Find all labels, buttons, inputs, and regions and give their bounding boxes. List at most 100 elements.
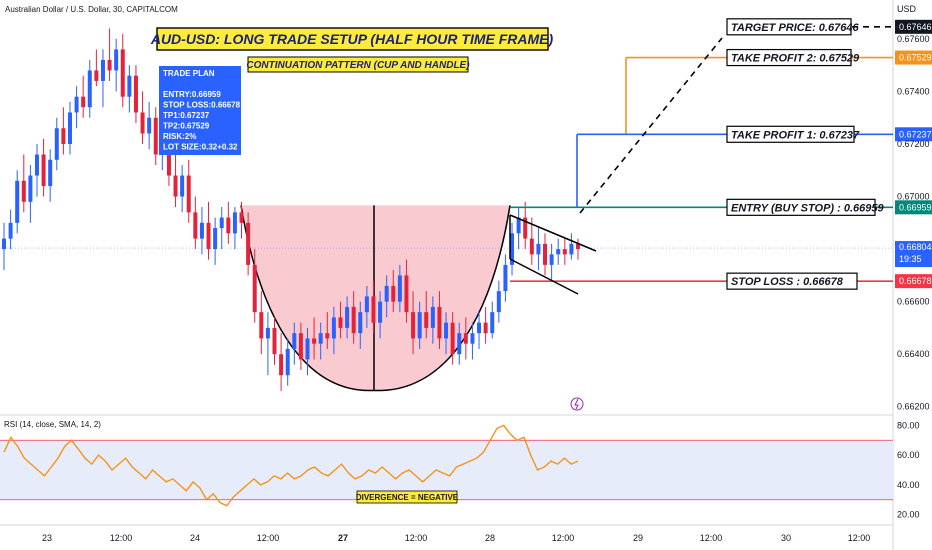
candle-body bbox=[100, 59, 105, 81]
candle-body bbox=[265, 327, 270, 339]
candle-body bbox=[206, 222, 211, 250]
candle-body bbox=[312, 338, 317, 344]
stop-price-tag-text: 0.66678 bbox=[899, 276, 932, 286]
rsi-label: RSI (14, close, SMA, 14, 2) bbox=[4, 420, 101, 429]
handle-channel bbox=[509, 214, 597, 295]
candle-body bbox=[48, 159, 53, 187]
time-tick: 29 bbox=[633, 533, 643, 543]
candle-body bbox=[292, 333, 297, 349]
candle-body bbox=[463, 333, 468, 344]
tp1-label: TAKE PROFIT 1: 0.67237 bbox=[731, 129, 860, 141]
candles bbox=[2, 28, 580, 391]
candle-body bbox=[325, 333, 330, 339]
candle-body bbox=[345, 306, 350, 328]
candle-body bbox=[232, 212, 237, 234]
candle-body bbox=[569, 243, 574, 255]
candle-body bbox=[364, 296, 369, 313]
trade-plan-line: TP2:0.67529 bbox=[163, 122, 210, 131]
candle-body bbox=[529, 238, 534, 255]
trade-plan-line: TRADE PLAN bbox=[163, 69, 215, 78]
candle-body bbox=[173, 175, 178, 197]
candle-body bbox=[61, 128, 66, 144]
candle-body bbox=[437, 306, 442, 339]
candle-body bbox=[562, 249, 567, 255]
candle-body bbox=[279, 354, 284, 376]
candle-body bbox=[470, 333, 475, 344]
stop-label: STOP LOSS : 0.66678 bbox=[731, 276, 844, 288]
candle-body bbox=[153, 117, 158, 155]
candle-body bbox=[338, 317, 343, 328]
countdown: 19:35 bbox=[899, 254, 922, 264]
candle-body bbox=[15, 180, 20, 223]
rsi-band bbox=[0, 440, 893, 500]
time-tick: 28 bbox=[485, 533, 495, 543]
candle-body bbox=[219, 217, 224, 229]
candle-body bbox=[114, 49, 119, 71]
tp2-label: TAKE PROFIT 2: 0.67529 bbox=[731, 53, 860, 65]
tp1-label-box bbox=[726, 125, 855, 143]
candle-body bbox=[450, 322, 455, 355]
candle-body bbox=[193, 212, 198, 239]
price-axis[interactable]: 0.676000.674000.672000.670000.668000.666… bbox=[897, 34, 930, 412]
candle-body bbox=[272, 327, 277, 355]
trade-plan-line: ENTRY:0.66959 bbox=[163, 90, 221, 99]
trade-plan-line: LOT SIZE:0.32+0.32 bbox=[163, 143, 238, 152]
candle-body bbox=[81, 96, 86, 108]
candle-body bbox=[107, 59, 112, 71]
time-axis[interactable]: 23 12:00 24 12:00 27 12:00 28 12:00 29 12:00 30 12:… bbox=[42, 533, 870, 543]
main-title-box bbox=[156, 27, 549, 51]
candle-body bbox=[384, 285, 389, 302]
trade-plan-line: RISK:2% bbox=[163, 132, 196, 141]
candle-body bbox=[430, 306, 435, 328]
candle-body bbox=[424, 312, 429, 328]
candle-body bbox=[477, 322, 482, 334]
price-tick: 0.67400 bbox=[897, 86, 930, 96]
time-tick: 23 bbox=[42, 533, 52, 543]
stop-label-box bbox=[726, 272, 858, 290]
tp2-label-box bbox=[726, 48, 852, 67]
candle-body bbox=[523, 217, 528, 239]
trade-plan-box bbox=[159, 66, 241, 155]
price-tick: 0.66400 bbox=[897, 349, 930, 359]
candle-body bbox=[536, 243, 541, 255]
time-tick: 12:00 bbox=[848, 533, 871, 543]
current-price-value: 0.66804 bbox=[899, 242, 932, 252]
candle-body bbox=[34, 154, 39, 176]
candle-body bbox=[259, 312, 264, 339]
candle-body bbox=[549, 254, 554, 265]
candle-body bbox=[226, 217, 231, 234]
candle-body bbox=[404, 275, 409, 313]
divergence-box bbox=[356, 490, 458, 504]
candle-body bbox=[510, 233, 515, 265]
projection-line bbox=[579, 37, 723, 214]
handle-upper-trendline bbox=[509, 214, 597, 252]
candle-body bbox=[576, 243, 580, 250]
candle-body bbox=[41, 154, 46, 187]
candle-body bbox=[358, 312, 363, 334]
candle-body bbox=[556, 249, 561, 255]
candle-body bbox=[180, 175, 185, 197]
candle-body bbox=[305, 338, 310, 360]
candle-body bbox=[285, 348, 290, 376]
trade-plan-text: TRADE PLAN ENTRY:0.66959 STOP LOSS:0.66678… bbox=[163, 69, 241, 152]
tp1-price-tag bbox=[895, 127, 932, 142]
price-tick: 0.67200 bbox=[897, 139, 930, 149]
candle-body bbox=[94, 70, 99, 81]
price-tick: 0.66200 bbox=[897, 402, 930, 412]
rsi-axis[interactable]: 80.00 60.00 40.00 20.00 bbox=[897, 420, 920, 519]
candle-body bbox=[298, 333, 303, 360]
price-tick: 0.67000 bbox=[897, 192, 930, 202]
symbol-title: Australian Dollar / U.S. Dollar, 30, CAP… bbox=[5, 5, 178, 14]
time-tick: 12:00 bbox=[552, 533, 575, 543]
entry-label: ENTRY (BUY STOP) : 0.66959 bbox=[731, 202, 885, 214]
rsi-tick: 80.00 bbox=[897, 420, 920, 430]
candle-body bbox=[67, 112, 72, 144]
time-tick: 12:00 bbox=[405, 533, 428, 543]
candle-body bbox=[28, 175, 33, 202]
candle-body bbox=[411, 312, 416, 339]
candle-body bbox=[239, 212, 244, 223]
lightning-icon[interactable] bbox=[570, 397, 584, 411]
tp2-price-tag bbox=[895, 50, 932, 65]
target-label-box bbox=[726, 18, 852, 36]
